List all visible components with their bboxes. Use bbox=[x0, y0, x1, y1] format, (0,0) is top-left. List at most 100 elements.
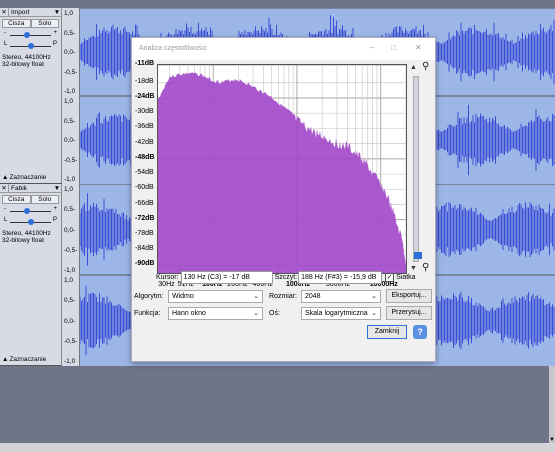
y-tick-label: -60dB bbox=[135, 184, 154, 192]
track-close-icon[interactable]: ✕ bbox=[0, 184, 9, 192]
track-close-icon[interactable]: ✕ bbox=[0, 8, 9, 16]
gain-slider[interactable]: - + bbox=[4, 30, 57, 38]
amplitude-tick-label: 1,0 bbox=[64, 277, 74, 284]
solo-button[interactable]: Solo bbox=[30, 195, 59, 204]
minimize-icon[interactable]: – bbox=[370, 43, 375, 52]
algorithm-select[interactable]: Widmo ⌄ bbox=[168, 289, 263, 303]
spectrum-area bbox=[158, 71, 406, 273]
chevron-down-icon: ⌄ bbox=[253, 292, 259, 300]
x-tick-label: 100Hz bbox=[202, 281, 223, 288]
y-tick-label: -66dB bbox=[135, 199, 154, 207]
cursor-label: Kursor: bbox=[156, 274, 179, 281]
x-tick-label: 30Hz bbox=[158, 281, 175, 288]
zoom-slider-thumb[interactable] bbox=[414, 252, 422, 259]
replot-button[interactable]: Przerysuj... bbox=[386, 306, 432, 320]
y-tick-label: -54dB bbox=[135, 169, 154, 177]
amplitude-ruler: 1,0 0,5- 0,0- -0,5- -1,0 1,0 0,5- 0,0- -0,5- -1,0 bbox=[62, 8, 80, 184]
close-row: Zamknij ? bbox=[367, 325, 427, 339]
size-select[interactable]: 2048 ⌄ bbox=[301, 289, 381, 303]
pan-slider[interactable]: L P bbox=[4, 217, 57, 225]
y-tick-label: -48dB bbox=[135, 153, 155, 161]
triangle-up-icon: ▲ bbox=[2, 356, 9, 363]
scroll-up-icon[interactable]: ▲ bbox=[410, 64, 417, 71]
size-label: Rozmiar: bbox=[269, 292, 298, 300]
amplitude-tick-label: -1,0 bbox=[64, 176, 76, 183]
x-tick-label: 200Hz bbox=[227, 281, 248, 288]
amplitude-tick-label: 0,5- bbox=[64, 117, 76, 125]
algorithm-label: Algorytm: bbox=[134, 292, 164, 300]
grid-label: Siatka bbox=[396, 274, 416, 281]
track-menu-arrow-icon[interactable]: ▼ bbox=[53, 184, 61, 192]
maximize-icon[interactable]: □ bbox=[391, 43, 396, 52]
status-bar bbox=[0, 443, 555, 452]
zoom-in-icon[interactable]: ⚲ bbox=[422, 61, 430, 72]
y-tick-label: -36dB bbox=[135, 123, 154, 131]
pan-slider-knob[interactable] bbox=[28, 43, 34, 49]
dialog-title: Analiza częstotliwości bbox=[139, 45, 207, 52]
x-tick-label: 51Hz bbox=[177, 281, 194, 288]
amplitude-tick-label: -0,5- bbox=[64, 337, 78, 345]
x-tick-label: 10000Hz bbox=[369, 281, 398, 288]
scroll-down-icon[interactable]: ▼ bbox=[410, 265, 417, 272]
amplitude-tick-label: -0,5- bbox=[64, 68, 78, 76]
close-button[interactable]: Zamknij bbox=[367, 325, 407, 339]
pan-slider[interactable]: L P bbox=[4, 41, 57, 49]
amplitude-tick-label: 0,5- bbox=[64, 206, 76, 214]
y-tick-label: -11dB bbox=[135, 60, 155, 67]
triangle-up-icon: ▲ bbox=[2, 174, 9, 181]
select-track-button[interactable]: ▲ Zaznaczanie bbox=[2, 356, 47, 363]
peak-field: 188 Hz (F#3) = -15,9 dB bbox=[298, 271, 383, 284]
gain-slider[interactable]: - + bbox=[4, 206, 57, 214]
solo-button[interactable]: Solo bbox=[30, 19, 59, 28]
axis-select[interactable]: Skala logarytmiczna ⌄ bbox=[301, 306, 381, 320]
mute-button[interactable]: Cisza bbox=[2, 19, 31, 28]
cursor-field: 130 Hz (C3) = -17 dB bbox=[180, 271, 273, 284]
track-control-panel: ✕ Import ▼ Cisza Solo - + L P bbox=[0, 8, 62, 184]
amplitude-tick-label: 0,0- bbox=[64, 226, 76, 234]
amplitude-tick-label: 1,0 bbox=[64, 98, 74, 105]
chevron-down-icon: ⌄ bbox=[253, 309, 259, 317]
y-tick-label: -42dB bbox=[135, 138, 154, 146]
track-info: Stereo, 44100Hz 32-bitowy float bbox=[2, 54, 51, 68]
amplitude-tick-label: -1,0 bbox=[64, 88, 76, 95]
vertical-scrollbar[interactable]: ▼ bbox=[549, 366, 555, 443]
x-tick-label: 400Hz bbox=[252, 281, 273, 288]
pan-slider-knob[interactable] bbox=[28, 219, 34, 225]
select-track-button[interactable]: ▲ Zaznaczanie bbox=[2, 174, 47, 181]
x-tick-label: 3000Hz bbox=[325, 281, 351, 288]
function-select[interactable]: Hann okno ⌄ bbox=[168, 306, 263, 320]
track-menu-arrow-icon[interactable]: ▼ bbox=[53, 8, 61, 16]
amplitude-tick-label: 1,0 bbox=[64, 10, 74, 17]
chevron-down-icon: ⌄ bbox=[371, 309, 377, 317]
zoom-out-icon[interactable]: ⚲ bbox=[422, 262, 430, 273]
mute-button[interactable]: Cisza bbox=[2, 195, 31, 204]
track-name[interactable]: Import bbox=[11, 8, 30, 16]
amplitude-tick-label: -1,0 bbox=[64, 358, 76, 365]
y-tick-label: -72dB bbox=[135, 214, 155, 222]
function-row: Funkcja: Hann okno ⌄ Oś: Skala logarytmic… bbox=[134, 306, 432, 320]
y-tick-label: -78dB bbox=[135, 229, 154, 237]
track-name[interactable]: Fabik bbox=[11, 184, 27, 192]
peak-label: Szczyt: bbox=[274, 274, 298, 281]
zoom-slider[interactable] bbox=[413, 76, 419, 262]
y-tick-label: -30dB bbox=[135, 108, 154, 116]
zoom-panel: ▲ ⚲ ▼ ⚲ bbox=[409, 61, 435, 273]
amplitude-tick-label: -0,5- bbox=[64, 156, 78, 164]
y-tick-label: -84dB bbox=[135, 245, 154, 253]
gain-slider-knob[interactable] bbox=[24, 32, 30, 38]
y-tick-label: -18dB bbox=[135, 77, 154, 85]
amplitude-tick-label: 1,0 bbox=[64, 186, 74, 193]
spectrum-plot[interactable] bbox=[157, 64, 407, 274]
gain-slider-knob[interactable] bbox=[24, 208, 30, 214]
spectrum-plot-area: -11dB -18dB -24dB -30dB -36dB -42dB -48dB -54dB… bbox=[135, 60, 409, 289]
grid-checkbox[interactable]: ✓ bbox=[385, 273, 395, 282]
help-icon[interactable]: ? bbox=[413, 325, 427, 339]
amplitude-tick-label: -1,0 bbox=[64, 267, 76, 274]
amplitude-tick-label: 0,0- bbox=[64, 137, 76, 144]
dialog-titlebar[interactable]: Analiza częstotliwości – □ ✕ bbox=[132, 38, 435, 60]
close-icon[interactable]: ✕ bbox=[415, 43, 422, 52]
y-tick-label: -90dB bbox=[135, 260, 155, 268]
export-button[interactable]: Eksportuj... bbox=[386, 289, 432, 303]
scroll-down-icon[interactable]: ▼ bbox=[549, 437, 555, 443]
